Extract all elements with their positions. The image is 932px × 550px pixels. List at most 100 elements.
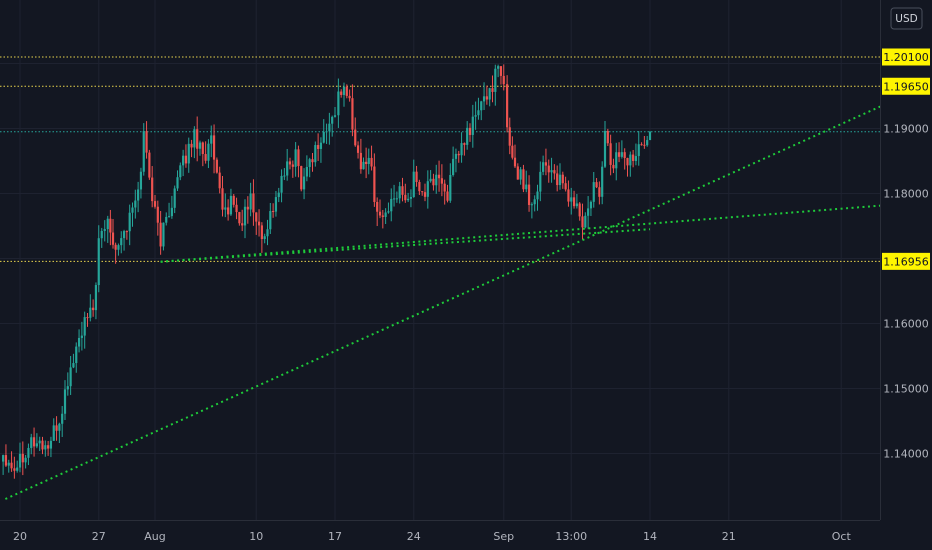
candle (623, 148, 626, 170)
price-tick-label: 1.19000 (883, 123, 929, 136)
candle (294, 142, 297, 177)
candle (272, 203, 275, 218)
candle (114, 242, 117, 264)
candle (516, 163, 519, 180)
candle (277, 187, 280, 203)
candle (584, 212, 587, 229)
candle (435, 164, 438, 194)
candle (198, 140, 202, 156)
candle (474, 101, 477, 130)
candle (201, 141, 204, 167)
candle (612, 158, 615, 174)
candle (286, 148, 289, 181)
candle (511, 136, 514, 160)
candle (66, 372, 69, 396)
currency-badge[interactable]: USD (890, 7, 923, 30)
candle (522, 164, 525, 193)
horizontal-price-lines (0, 56, 880, 262)
time-tick-label: Sep (493, 530, 514, 543)
candle (446, 184, 449, 203)
candle (184, 144, 188, 168)
price-tick-label: 1.16000 (883, 318, 929, 331)
candle (187, 137, 190, 173)
time-tick-label: 14 (643, 530, 657, 543)
candle (603, 121, 607, 168)
candle (97, 225, 100, 293)
candle (544, 148, 548, 176)
candle (527, 175, 531, 212)
candle (10, 451, 13, 472)
price-tick-label: 1.14000 (883, 448, 929, 461)
candle (609, 134, 612, 176)
candle (134, 189, 137, 219)
candle (190, 139, 193, 158)
candle (418, 179, 421, 196)
candle (634, 143, 638, 166)
candle (615, 142, 618, 181)
candle (24, 454, 27, 469)
candle (308, 157, 311, 178)
candle (100, 227, 103, 248)
candle (421, 191, 424, 196)
candle (437, 160, 441, 192)
candle (49, 436, 53, 458)
candle (94, 282, 98, 320)
candle (151, 166, 154, 208)
price-label: 1.16956 (882, 252, 930, 270)
candle (494, 64, 497, 106)
candle (13, 456, 16, 479)
candle (243, 199, 247, 239)
candle (412, 159, 415, 198)
candle (224, 193, 227, 218)
candle (530, 202, 533, 219)
candle (153, 195, 157, 209)
candle (41, 436, 44, 455)
candle (300, 165, 303, 192)
candle (280, 169, 283, 203)
trendlines (4, 91, 912, 500)
candle (480, 100, 483, 121)
candle (229, 188, 233, 216)
candle (567, 180, 570, 207)
candle (111, 218, 115, 249)
candle (241, 209, 244, 232)
candle (122, 229, 126, 251)
candle (454, 148, 458, 173)
time-axis: 20 27 Aug 10 17 24 Sep 13:00 14 21 Oct (0, 520, 880, 550)
candle (291, 160, 294, 178)
candle (252, 179, 255, 226)
candle (513, 144, 517, 169)
candle (305, 155, 308, 182)
currency-label: USD (895, 13, 917, 25)
candle (477, 97, 480, 120)
candle (351, 84, 354, 137)
candle (387, 202, 390, 214)
candle (426, 170, 429, 209)
candle (238, 211, 241, 226)
time-tick-label: 21 (722, 530, 736, 543)
candle (404, 183, 407, 203)
trendline (4, 91, 912, 500)
candle (564, 176, 567, 192)
candle (587, 196, 590, 229)
candle (63, 380, 67, 420)
candle (61, 406, 64, 437)
svg-text:1.16956: 1.16956 (883, 255, 929, 268)
candle (345, 84, 348, 99)
candle (72, 353, 75, 369)
candle (35, 433, 38, 449)
candle (502, 64, 505, 91)
candle (365, 147, 368, 179)
candle (182, 149, 185, 177)
candle (598, 181, 601, 205)
candle (274, 190, 278, 217)
candle (167, 202, 171, 218)
svg-text:1.20100: 1.20100 (883, 51, 929, 64)
candle (55, 416, 58, 441)
candle (440, 164, 443, 197)
candle (367, 148, 370, 175)
candle (488, 87, 491, 107)
candle (269, 202, 272, 234)
candle (255, 212, 258, 235)
